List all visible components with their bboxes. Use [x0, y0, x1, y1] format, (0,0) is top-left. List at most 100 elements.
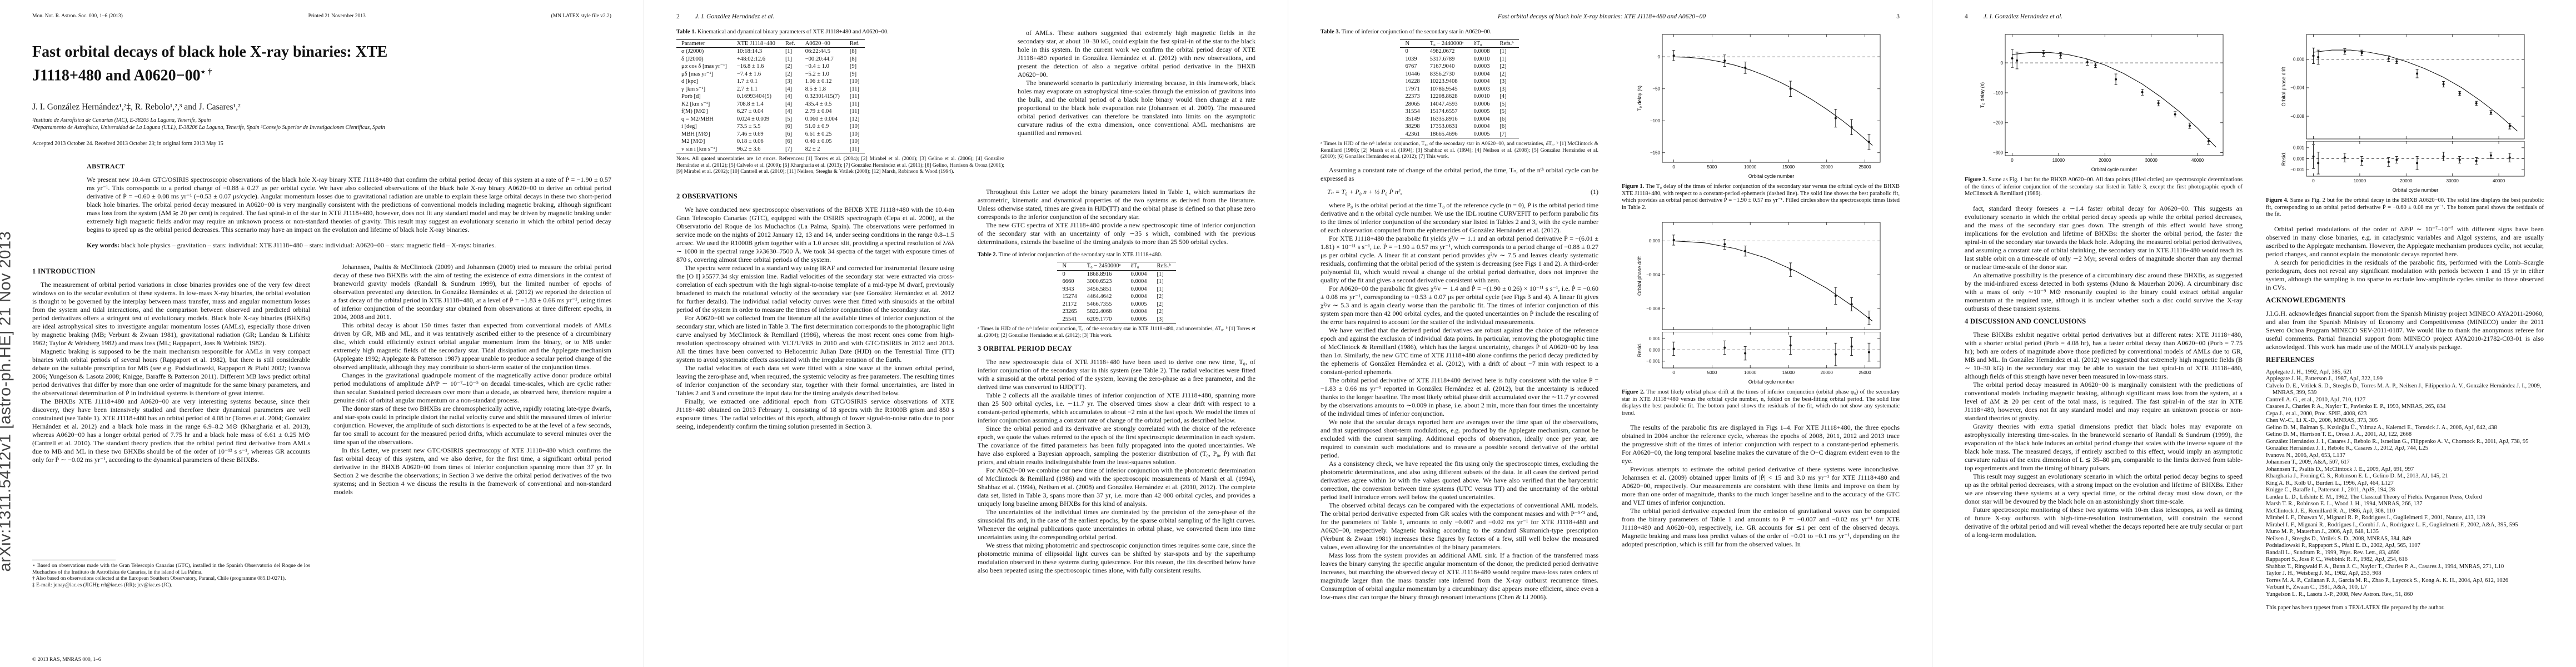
- section-2-heading: 2 OBSERVATIONS: [676, 192, 738, 200]
- svg-text:20000: 20000: [2400, 178, 2413, 183]
- figure-2-plot: 0.000 −0.004 −0.008 Orbital phase drift 0 500…: [1622, 218, 1900, 386]
- footnote: ⋆ Based on observations made with the Gr…: [32, 563, 310, 575]
- svg-text:0.000: 0.000: [2293, 57, 2305, 62]
- svg-text:5000: 5000: [1707, 370, 1717, 375]
- column-left: Table 3. Time of inferior conjunction of…: [1321, 29, 1598, 601]
- paragraph: These BHXBs exhibit negative orbital per…: [1965, 330, 2243, 380]
- svg-text:0: 0: [2001, 61, 2004, 66]
- reference-entry: Podsiadlowski P., Rappaport S., Pfahl E.…: [2266, 542, 2420, 549]
- references-heading: REFERENCES: [2266, 355, 2315, 364]
- paragraph: Johannsen, Psaltis & McClintock (2009) a…: [333, 263, 611, 321]
- col-header: N: [1405, 40, 1410, 47]
- reference-entry: Torres M. A. P., Callanan P. J., Garcia …: [2266, 577, 2509, 584]
- svg-text:−0.001: −0.001: [2290, 167, 2304, 172]
- svg-text:15000: 15000: [1782, 165, 1795, 170]
- reference-entry: Mirabel I. F., Dhawan V., Mignani R. P.,…: [2266, 515, 2485, 521]
- paragraph: The new spectroscopic data of XTE J1118+…: [978, 358, 1255, 391]
- page-1: Mon. Not. R. Astron. Soc. 000, 1–6 (2013…: [0, 0, 644, 667]
- title-footnote-marks: ⋆ †: [200, 68, 212, 77]
- page-number: 3: [1896, 13, 1900, 20]
- body-paragraphs: fact, standard theory foresees a ∼1.4 fa…: [1965, 205, 2243, 313]
- reference-entry: Casares J., Charles P. A., Naylor T., Pa…: [2266, 404, 2446, 410]
- svg-text:15000: 15000: [1782, 370, 1795, 375]
- svg-text:Orbital phase drift: Orbital phase drift: [2281, 67, 2286, 107]
- table-row: 6660 3000.6523 0.0004 [1]: [1062, 278, 1164, 285]
- copyright-footer: © 2013 RAS, MNRAS 000, 1–6: [32, 657, 101, 663]
- affiliation-1: ¹Instituto de Astrofísica de Canarias (I…: [32, 117, 211, 124]
- reference-entry: Johannsen T., Psaltis D., McClintock J. …: [2266, 466, 2414, 472]
- plot-panel: 0.000 −0.004 −0.008 Orbital phase drift: [1637, 222, 1881, 330]
- paragraph: The results of the parabolic fits are di…: [1622, 424, 1900, 465]
- page3-columns: Table 3. Time of inferior conjunction of…: [1321, 29, 1900, 601]
- table-row: 6767 7167.9040 0.0003 [2]: [1405, 63, 1507, 69]
- style-line: (MN LATEX style file v2.2): [551, 13, 611, 19]
- discussion-paragraphs: These BHXBs exhibit negative orbital per…: [1965, 331, 2243, 539]
- col-header: XTE J1118+480: [736, 40, 775, 47]
- period-decay-paragraphs: The new spectroscopic data of XTE J1118+…: [978, 358, 1255, 575]
- keywords-text: black hole physics – gravitation – stars…: [121, 241, 496, 250]
- reference-entry: Cantrell A. G., et al., 2010, ApJ, 710, …: [2266, 396, 2366, 403]
- journal-line: Mon. Not. R. Astron. Soc. 000, 1–6 (2013…: [32, 13, 123, 19]
- svg-text:10000: 10000: [2354, 178, 2366, 183]
- figure-3-caption: Figure 3. Same as Fig. 1 but for the BHX…: [1965, 177, 2243, 197]
- body-paragraphs: where P₀ is the orbital period at the ti…: [1321, 201, 1598, 601]
- footnote: † Also based on observations collected a…: [32, 576, 286, 582]
- col-header: A0620−00: [805, 40, 830, 47]
- running-head-text: J. I. González Hernández et al.: [1983, 13, 2063, 20]
- reference-entry: Muno M. P., Mauerhan J., 2006, ApJ, 648,…: [2266, 529, 2379, 535]
- svg-text:Resid.: Resid.: [2281, 152, 2286, 166]
- journal-header: Mon. Not. R. Astron. Soc. 000, 1–6 (2013…: [32, 13, 611, 19]
- table-3-caption: Table 3. Time of inferior conjunction of…: [1321, 29, 1492, 35]
- table-row: μδ [mas yr⁻¹] −7.4 ± 1.6 [2] −5.2 ± 1.0 …: [681, 71, 857, 77]
- svg-text:20000: 20000: [1821, 165, 1833, 170]
- footnotes: ⋆ Based on observations made with the Gr…: [32, 557, 310, 589]
- svg-text:40000: 40000: [2191, 158, 2204, 163]
- reference-entry: Shahbaz T., Ringwald F. A., Bunn J. C., …: [2266, 563, 2504, 570]
- paragraph: The orbital period derivative of XTE J11…: [1321, 376, 1598, 417]
- table-row: 15274 4464.4642 0.0004 [2]: [1062, 293, 1164, 300]
- svg-text:−0.001: −0.001: [1646, 359, 1660, 364]
- table-row: 38298 17353.0631 0.0004 [6]: [1405, 123, 1507, 130]
- observations-paragraphs: We have conducted new spectroscopic obse…: [676, 206, 954, 431]
- paragraph: Magnetic braking is supposed to be the m…: [32, 347, 310, 397]
- paragraph: The measurement of orbital period variat…: [32, 281, 310, 347]
- figure-4-caption: Figure 4. Same as Fig. 2 but for the orb…: [2266, 197, 2544, 217]
- paragraph: We have verified that the derived period…: [1321, 326, 1598, 376]
- svg-text:10000: 10000: [1744, 370, 1757, 375]
- paragraph: The observed orbital decays can be compa…: [1321, 501, 1598, 551]
- reference-entry: McClintock J. E., Remillard R. A., 1986,…: [2266, 507, 2395, 514]
- svg-text:0: 0: [2011, 158, 2014, 163]
- table-row: 23265 5822.4068 0.0004 [2]: [1062, 308, 1164, 315]
- table-row: 16228 10223.9408 0.0004 [3]: [1405, 78, 1507, 84]
- svg-text:30000: 30000: [2447, 178, 2459, 183]
- dateline: Accepted 2013 October 24. Received 2013 …: [32, 141, 223, 147]
- svg-text:0: 0: [2312, 178, 2315, 183]
- abstract: ABSTRACT We present new 10.4-m GTC/OSIRI…: [87, 162, 611, 250]
- paragraph: Changes in the gravitational quadrupole …: [333, 371, 611, 405]
- paragraph: The donor stars of these two BHXBs are c…: [333, 405, 611, 446]
- figure-3-plot: 0 10000 20000 30000 40000 0 −100 −200 −300 Orbita…: [1965, 30, 2243, 173]
- reference-entry: Khargharia J., Froning C. S., Robinson E…: [2266, 473, 2448, 479]
- paragraph: Assuming a constant rate of change of th…: [1321, 166, 1598, 182]
- figure-4-plot: 0.000 −0.004 −0.008 Orbital phase drift 0 100…: [2266, 30, 2544, 194]
- reference-entry: González Hernández J. I., Casares J., Re…: [2266, 438, 2529, 445]
- paragraph: of AMLs. These authors suggested that ex…: [1018, 29, 1255, 78]
- svg-text:0: 0: [1672, 165, 1675, 170]
- svg-text:0: 0: [1658, 54, 1661, 59]
- figure-1-caption: Figure 1. The T₀ delay of the times of i…: [1622, 183, 1900, 211]
- paragraph: The orbital period decay measured in A06…: [1965, 380, 2243, 422]
- svg-text:10000: 10000: [2052, 158, 2065, 163]
- page-number: 2: [676, 13, 680, 20]
- reference-entry: Gelino D. M., Harrison T. E., Orosz J. A…: [2266, 431, 2412, 437]
- column-right: Throughout this Letter we adopt the bina…: [978, 188, 1255, 575]
- page-3: Fast orbital decays of black hole X-ray …: [1288, 0, 1932, 667]
- paragraph: where P₀ is the orbital period at the ti…: [1321, 201, 1598, 234]
- running-head: 4 J. I. González Hernández et al.: [1965, 13, 2544, 20]
- svg-text:Orbital cycle number: Orbital cycle number: [1748, 173, 1795, 179]
- svg-text:20000: 20000: [2099, 158, 2111, 163]
- col-header: Refs.ᵇ: [1499, 40, 1514, 47]
- title-line-2: J1118+480 and A0620−00: [32, 67, 201, 84]
- table-row: 0 4982.0672 0.0008 [1]: [1405, 48, 1507, 54]
- svg-text:0.000: 0.000: [1649, 238, 1661, 243]
- paragraph: In this Letter, we present new GTC/OSIRI…: [333, 446, 611, 496]
